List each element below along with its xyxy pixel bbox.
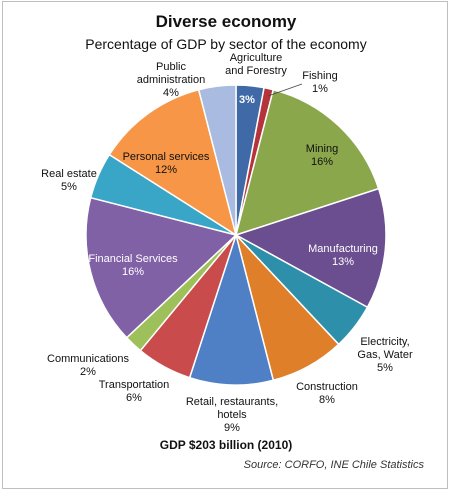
- gdp-footnote: GDP $203 billion (2010): [159, 438, 293, 452]
- slice-pct-0: 3%: [239, 94, 255, 106]
- pie-slice-mining: [234, 88, 380, 237]
- fishing-leader-line: [267, 83, 303, 97]
- slice-label-4: Electricity, Gas, Water 5%: [357, 336, 413, 374]
- pie-slices: [85, 84, 387, 386]
- pie-labels: Agriculture and Forestry 3% Fishing 1% Mining…: [41, 52, 413, 434]
- pie-slice-retail-restaurants-hotels: [188, 232, 275, 386]
- slice-label-2: Mining 16%: [306, 143, 338, 168]
- pie-slice-manufacturing: [234, 187, 387, 309]
- slice-label-9: Financial Services 16%: [88, 253, 178, 278]
- slice-label-1: Fishing 1%: [302, 70, 337, 95]
- chart-title: Diverse economy: [155, 12, 297, 31]
- slice-label-7: Transportation 6%: [99, 379, 170, 404]
- pie-slice-financial-services: [85, 196, 238, 339]
- slice-label-10: Real estate 5%: [41, 168, 97, 193]
- pie-slice-personal-services: [108, 88, 238, 237]
- chart-subtitle: Percentage of GDP by sector of the econo…: [85, 36, 367, 52]
- slice-label-3: Manufacturing 13%: [308, 243, 378, 268]
- slice-label-12: Public administration 4%: [137, 61, 205, 99]
- slice-label-8: Communications 2%: [47, 353, 129, 378]
- pie-slice-public-administration: [197, 84, 237, 236]
- slice-label-11: Personal services 12%: [123, 151, 210, 176]
- slice-label-6: Retail, restaurants, hotels 9%: [186, 396, 278, 434]
- slice-label-5: Construction 8%: [296, 381, 358, 406]
- source-note: Source: CORFO, INE Chile Statistics: [243, 459, 424, 471]
- slice-label-0: Agriculture and Forestry: [225, 52, 287, 77]
